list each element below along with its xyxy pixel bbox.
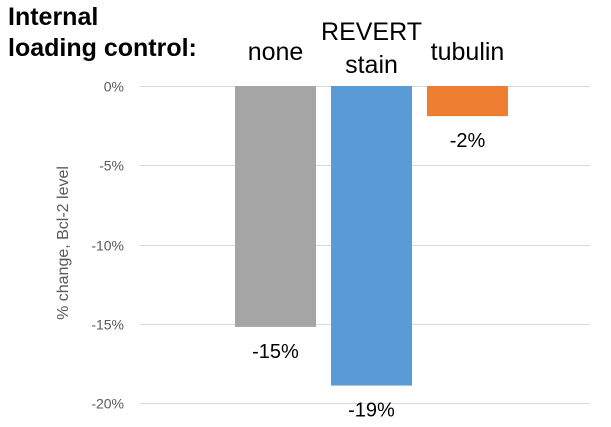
category-label: REVERT (321, 18, 422, 46)
data-labels: -15% -19% -2% (252, 130, 485, 421)
bar (331, 86, 412, 386)
y-tick-label: -20% (91, 396, 124, 412)
bars (235, 86, 508, 386)
category-label: none (248, 38, 304, 66)
bar (427, 86, 508, 117)
data-label: -19% (348, 400, 395, 422)
y-tick-labels: 0% -5% -10% -15% -20% (91, 79, 124, 412)
y-tick-label: -10% (91, 238, 124, 254)
y-tick-label: 0% (104, 79, 124, 95)
y-axis-label: % change, Bcl-2 level (55, 166, 72, 320)
data-label: -15% (252, 341, 299, 363)
category-label: tubulin (431, 38, 505, 66)
y-tick-label: -5% (99, 158, 124, 174)
chart-title-line-1: Internal (8, 3, 98, 31)
category-labels: none REVERT stain tubulin (248, 18, 505, 79)
y-tick-label: -15% (91, 317, 124, 333)
category-label: stain (345, 51, 398, 79)
bar (235, 86, 316, 327)
data-label: -2% (450, 130, 486, 152)
chart-title-line-2: loading control: (8, 34, 197, 62)
